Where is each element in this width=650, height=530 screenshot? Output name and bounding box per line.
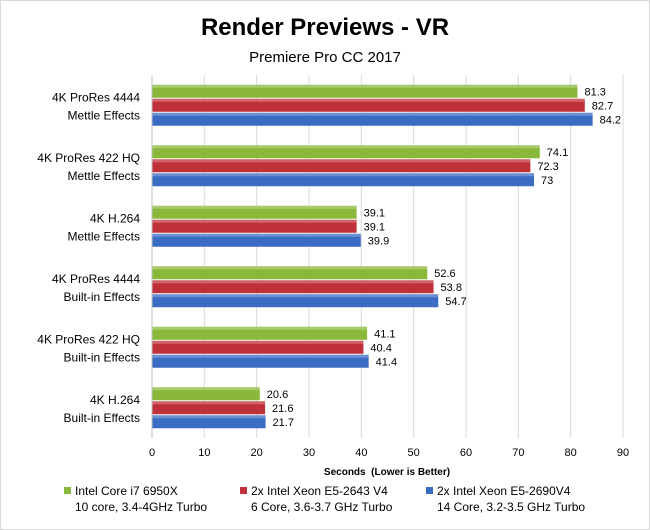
bar (152, 326, 368, 340)
bar (152, 294, 439, 308)
category-label: Mettle Effects (68, 229, 140, 243)
x-tick-label: 30 (303, 447, 315, 459)
bar-highlight (152, 84, 578, 88)
data-label: 82.7 (592, 100, 613, 112)
bar-highlight (152, 266, 428, 270)
bar-highlight (152, 340, 364, 344)
category-label: 4K ProRes 4444 (52, 272, 140, 286)
data-label: 84.2 (600, 114, 621, 126)
x-axis-label: Seconds (Lower is Better) (324, 467, 450, 478)
bar-highlight (152, 159, 531, 163)
bar (152, 233, 361, 247)
bar-highlight (152, 354, 369, 358)
bar (152, 205, 357, 219)
bar (152, 387, 260, 401)
bar-highlight (152, 387, 260, 391)
bar (152, 354, 369, 368)
legend-swatch (64, 487, 71, 494)
data-label: 21.6 (272, 403, 293, 415)
x-tick-label: 20 (251, 447, 263, 459)
bar-highlight (152, 401, 266, 405)
x-tick-label: 0 (149, 447, 155, 459)
bar (152, 401, 266, 415)
data-label: 81.3 (584, 86, 605, 98)
data-label: 21.7 (273, 417, 294, 429)
data-label: 72.3 (537, 161, 558, 173)
bar (152, 340, 364, 354)
legend-series-subtitle: 10 core, 3.4-4GHz Turbo (75, 500, 208, 514)
bar-highlight (152, 294, 439, 298)
legend-series-name: 2x Intel Xeon E5-2643 V4 (251, 484, 388, 498)
category-label: Built-in Effects (64, 411, 140, 425)
data-label: 53.8 (441, 282, 462, 294)
bar-highlight (152, 326, 368, 330)
legend-swatch (240, 487, 247, 494)
x-tick-label: 50 (408, 447, 420, 459)
bar-highlight (152, 98, 585, 102)
bar (152, 145, 540, 159)
data-label: 40.4 (370, 342, 391, 354)
x-tick-label: 40 (355, 447, 367, 459)
bar-highlight (152, 205, 357, 209)
legend: Intel Core i7 6950X 10 core, 3.4-4GHz Tur… (40, 484, 640, 524)
legend-series-name: 2x Intel Xeon E5-2690V4 (437, 484, 571, 498)
category-label: 4K ProRes 422 HQ (37, 332, 140, 346)
bar (152, 98, 585, 112)
bar-highlight (152, 145, 540, 149)
bars: 81.3 82.7 84.2 74.1 72.3 73 39.1 39.1 39.9 52.6 53… (152, 84, 621, 429)
chart-subtitle: Premiere Pro CC 2017 (249, 49, 401, 66)
legend-series-subtitle: 6 Core, 3.6-3.7 GHz Turbo (251, 500, 393, 514)
legend-swatch (426, 487, 433, 494)
bar-highlight (152, 415, 266, 419)
legend-series-name: Intel Core i7 6950X (75, 484, 178, 498)
category-label: 4K H.264 (90, 211, 140, 225)
category-label: Mettle Effects (68, 169, 140, 183)
bar (152, 266, 428, 280)
data-label: 73 (541, 175, 553, 187)
data-label: 54.7 (445, 296, 466, 308)
category-label: Built-in Effects (64, 350, 140, 364)
x-tick-label: 60 (460, 447, 472, 459)
chart-title: Render Previews - VR (201, 14, 449, 41)
x-axis: 0 10 20 30 40 50 60 70 80 90 (149, 75, 629, 459)
category-label: Built-in Effects (64, 290, 140, 304)
x-tick-label: 90 (617, 447, 629, 459)
bar (152, 173, 535, 187)
data-label: 41.1 (374, 328, 395, 340)
bar (152, 112, 593, 126)
data-label: 52.6 (434, 268, 455, 280)
category-label: Mettle Effects (68, 108, 140, 122)
gridlines (151, 75, 624, 438)
data-label: 39.1 (364, 207, 385, 219)
bar (152, 219, 357, 233)
category-label: 4K ProRes 422 HQ (37, 151, 140, 165)
category-label: 4K ProRes 4444 (52, 90, 140, 104)
data-label: 41.4 (376, 356, 397, 368)
bar-highlight (152, 112, 593, 116)
data-label: 20.6 (267, 389, 288, 401)
legend-item: 2x Intel Xeon E5-2690V4 14 Core, 3.2-3.5 … (426, 484, 585, 514)
bar (152, 84, 578, 98)
x-tick-label: 10 (198, 447, 210, 459)
bar-highlight (152, 219, 357, 223)
bar (152, 159, 531, 173)
legend-item: 2x Intel Xeon E5-2643 V4 6 Core, 3.6-3.7 … (240, 484, 392, 514)
bar-highlight (152, 280, 434, 284)
category-labels: 4K ProRes 4444 Mettle Effects 4K ProRes 42… (37, 90, 140, 425)
bar-highlight (152, 233, 361, 237)
data-label: 39.9 (368, 235, 389, 247)
data-label: 74.1 (547, 147, 568, 159)
bar-highlight (152, 173, 535, 177)
legend-series-subtitle: 14 Core, 3.2-3.5 GHz Turbo (437, 500, 586, 514)
x-tick-label: 70 (512, 447, 524, 459)
bar (152, 415, 266, 429)
bar (152, 280, 434, 294)
legend-item: Intel Core i7 6950X 10 core, 3.4-4GHz Tur… (64, 484, 207, 514)
category-label: 4K H.264 (90, 393, 140, 407)
data-label: 39.1 (364, 221, 385, 233)
x-tick-label: 80 (565, 447, 577, 459)
